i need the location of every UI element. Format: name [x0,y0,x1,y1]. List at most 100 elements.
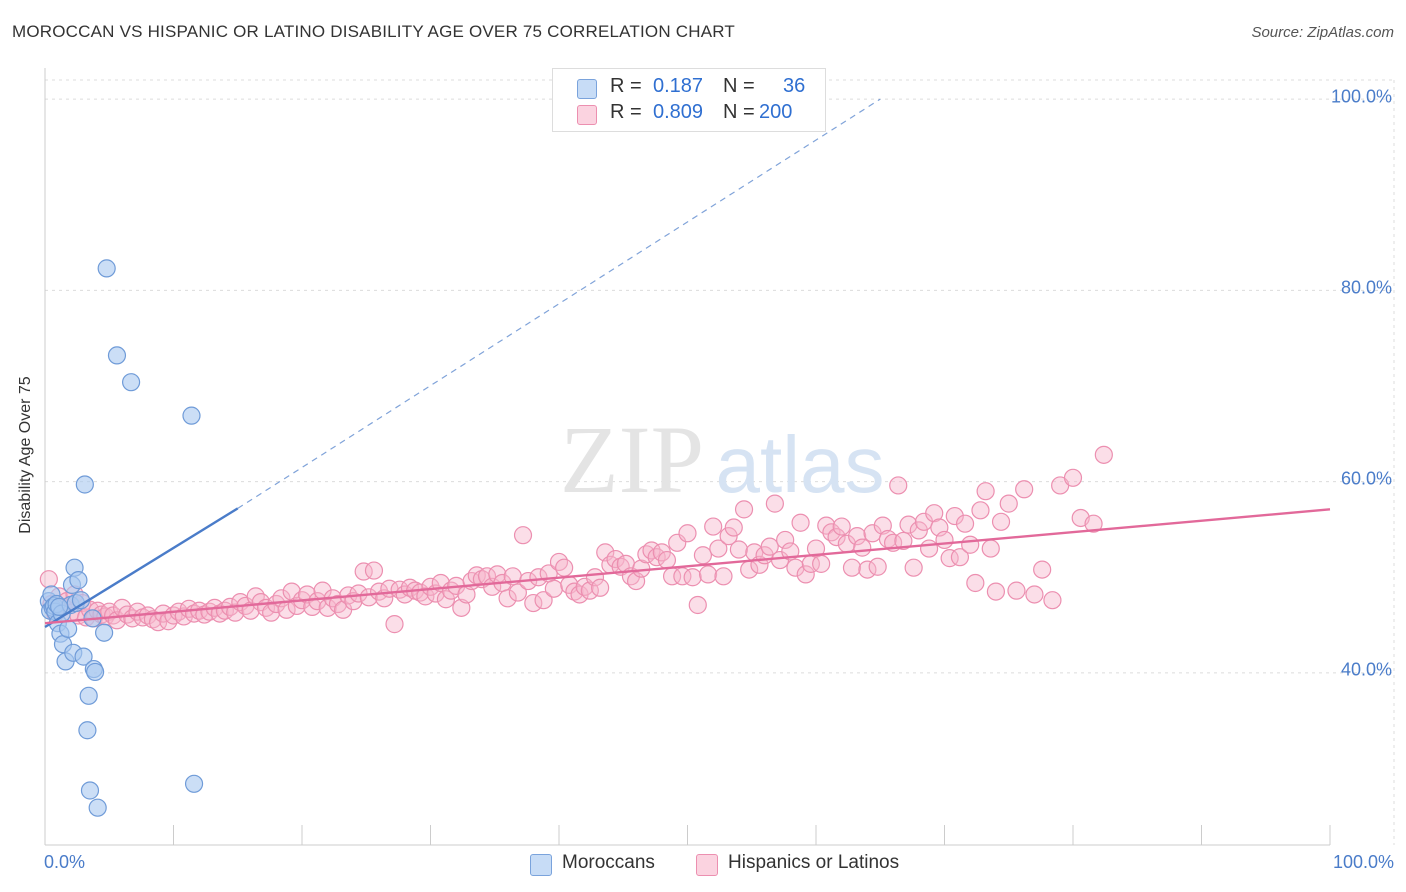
point-hispanic [961,535,980,554]
point-hispanic [868,557,887,576]
point-hispanic [842,558,862,577]
r-value: 0.187 [653,75,704,97]
point-hispanic [534,591,553,610]
stats-row-moroccans: R = 0.187 N = 36 [553,75,825,101]
watermark-atlas: atlas [716,420,885,509]
watermark: ZIP atlas [560,406,884,513]
stats-box: R = 0.187 N = 36 R = 0.809 N = 200 [552,68,826,132]
point-hispanic [591,578,610,597]
point-hispanic [318,598,337,617]
point-hispanic [853,538,872,557]
point-hispanic [529,568,548,587]
legend-label-moroccans: Moroccans [562,852,655,873]
point-hispanic [1043,591,1062,610]
y-axis-label: Disability Age Over 75 [17,376,34,534]
point-hispanic [704,517,723,536]
series-points [39,259,1113,817]
x-tick-100: 100.0% [1332,852,1394,872]
legend-swatch-moroccans [530,854,552,876]
point-hispanic [498,589,517,608]
point-hispanic [955,514,975,533]
point-hispanic [698,565,718,584]
point-moroccan [86,662,105,682]
point-hispanic [513,526,533,545]
point-hispanic [765,494,784,513]
point-hispanic [734,500,754,519]
point-hispanic [549,552,569,572]
point-hispanic [210,604,229,623]
point-hispanic [945,506,964,526]
point-hispanic [827,527,846,547]
point-hispanic [971,501,990,520]
point-hispanic [999,494,1018,513]
swatch-moroccans [577,79,597,99]
point-hispanic [544,579,563,598]
point-hispanic [786,558,805,577]
point-moroccan [97,259,116,278]
point-moroccan [50,597,69,616]
point-hispanic [812,554,831,573]
point-hispanic [1007,581,1026,600]
point-moroccan [75,475,94,494]
legend-swatch-hispanics [696,854,718,876]
n-value: 200 [759,101,793,123]
point-hispanic [1015,480,1034,499]
point-hispanic [1084,514,1103,533]
point-hispanic [657,550,677,570]
trend-line-hispanic [44,508,1331,625]
point-hispanic [848,527,867,546]
point-hispanic [693,546,713,565]
point-moroccan [59,619,78,638]
point-hispanic [452,598,471,617]
point-hispanic [580,581,599,600]
point-hispanic [909,521,928,540]
point-moroccan [95,623,114,642]
point-hispanic [776,530,795,550]
point-hispanic [565,582,584,601]
point-hispanic [919,539,939,558]
chart-title: MOROCCAN VS HISPANIC OR LATINO DISABILIT… [12,22,735,41]
n-label: N = [723,101,755,123]
point-hispanic [385,615,404,634]
point-hispanic [991,512,1011,531]
point-hispanic [1063,468,1083,487]
point-hispanic [873,516,892,535]
trend-line-moroccan [44,507,239,628]
point-hispanic [436,590,456,609]
point-hispanic [796,565,815,584]
point-moroccan [80,781,100,800]
point-moroccan [78,721,97,740]
point-hispanic [719,527,738,546]
source-credit: Source: ZipAtlas.com [1251,24,1394,41]
r-label: R = [610,75,642,97]
point-moroccan [69,571,88,590]
point-hispanic [683,568,702,587]
point-moroccan [88,798,107,817]
y-tick-80: 80.0% [1340,277,1392,298]
point-hispanic [899,515,918,534]
point-hispanic [791,513,810,532]
watermark-zip: ZIP [560,406,704,513]
point-hispanic [1025,585,1044,604]
y-tick-60: 60.0% [1340,468,1392,489]
point-moroccan [74,647,93,666]
point-hispanic [894,531,913,551]
point-hispanic [39,570,58,589]
point-hispanic [832,517,851,536]
n-label: N = [723,75,755,97]
point-hispanic [714,567,733,586]
point-hispanic [1033,560,1052,579]
point-moroccan [79,686,98,705]
point-hispanic [976,482,995,501]
point-hispanic [524,593,543,613]
point-hispanic [760,537,779,556]
point-moroccan [107,346,127,365]
swatch-hispanics [577,105,597,125]
point-moroccan [121,373,141,392]
x-tick-0: 0.0% [44,852,86,872]
trend-lines [44,98,1331,628]
point-hispanic [416,587,435,606]
y-tick-100: 100.0% [1330,86,1392,107]
point-hispanic [858,560,877,579]
